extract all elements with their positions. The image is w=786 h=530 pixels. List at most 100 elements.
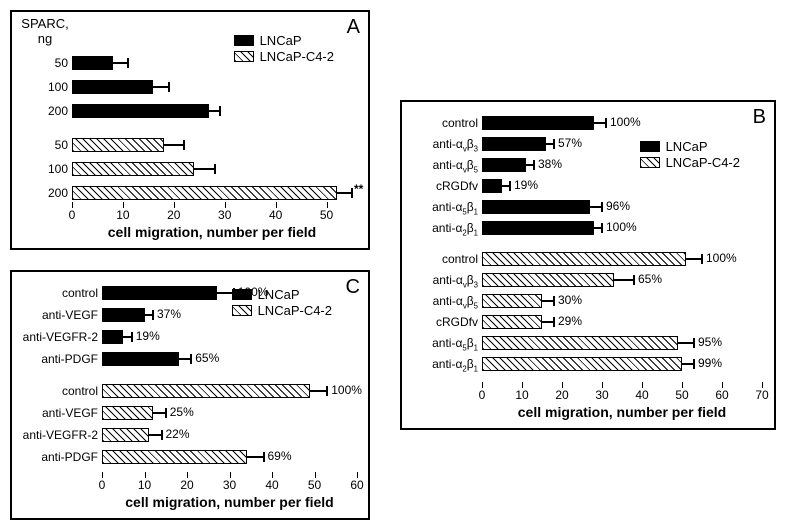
bar-value-label: 19% xyxy=(514,178,538,192)
error-cap xyxy=(601,202,603,212)
error-cap xyxy=(219,106,221,116)
bar-ylabel: anti-VEGFR-2 xyxy=(23,330,98,344)
error-bar xyxy=(310,390,327,392)
bar-row: anti-VEGF37% xyxy=(102,306,357,326)
panel-c-xlabel: cell migration, number per field xyxy=(102,494,357,510)
axis-tick-label: 20 xyxy=(555,388,568,402)
error-cap xyxy=(553,296,555,306)
axis-tick-label: 20 xyxy=(180,478,193,492)
error-cap xyxy=(233,288,235,298)
bar-value-label: 100% xyxy=(610,115,641,129)
error-cap xyxy=(553,317,555,327)
bar xyxy=(482,273,614,287)
bar-ylabel: anti-VEGF xyxy=(42,406,98,420)
axis-tick-label: 20 xyxy=(167,208,180,222)
bar xyxy=(102,428,149,442)
error-cap xyxy=(693,338,695,348)
bar-ylabel: anti-α2β1 xyxy=(432,221,478,237)
bar-row: 50 xyxy=(72,136,352,158)
bar-value-label: 100% xyxy=(606,220,637,234)
bar xyxy=(72,138,164,152)
bar-value-label: 100% xyxy=(238,285,269,299)
error-bar xyxy=(113,62,128,64)
bar xyxy=(482,158,526,172)
legend-swatch-solid xyxy=(234,35,254,46)
bar-row: 100 xyxy=(72,160,352,182)
bar-row: cRGDfv29% xyxy=(482,313,762,332)
bar xyxy=(102,330,123,344)
bar-value-label: 65% xyxy=(638,272,662,286)
bar-value-label: 100% xyxy=(331,383,362,397)
bar-ylabel: anti-αvβ5 xyxy=(433,158,478,174)
axis-tick-label: 40 xyxy=(269,208,282,222)
bar-row: control100% xyxy=(102,284,357,304)
error-cap xyxy=(633,275,635,285)
axis-tick-label: 70 xyxy=(755,388,768,402)
error-cap xyxy=(509,181,511,191)
axis-tick-label: 40 xyxy=(265,478,278,492)
bar-ylabel: anti-PDGF xyxy=(41,450,98,464)
bar xyxy=(72,186,337,200)
bar xyxy=(482,294,542,308)
bar-value-label: 57% xyxy=(558,136,582,150)
error-bar xyxy=(194,168,214,170)
error-bar xyxy=(164,144,184,146)
panel-b-xlabel: cell migration, number per field xyxy=(482,404,762,420)
bar-value-label: 99% xyxy=(698,356,722,370)
axis-tick-label: 10 xyxy=(138,478,151,492)
error-cap xyxy=(214,164,216,174)
bar-value-label: 19% xyxy=(136,329,160,343)
bar xyxy=(482,137,546,151)
bar-value-label: 96% xyxy=(606,199,630,213)
error-cap xyxy=(127,58,129,68)
bar xyxy=(102,352,179,366)
bar-ylabel: 100 xyxy=(48,80,68,94)
bar-ylabel: 50 xyxy=(55,56,68,70)
bar xyxy=(102,308,145,322)
panel-a-plot: 5010020050100200** xyxy=(72,52,352,202)
bar xyxy=(72,104,209,118)
bar xyxy=(72,56,113,70)
bar-ylabel: 100 xyxy=(48,162,68,176)
error-cap xyxy=(601,223,603,233)
error-cap xyxy=(605,118,607,128)
bar-ylabel: anti-α2β1 xyxy=(432,357,478,373)
error-bar xyxy=(153,86,168,88)
bar-row: control100% xyxy=(482,250,762,269)
error-cap xyxy=(533,160,535,170)
bar-row: anti-αvβ357% xyxy=(482,135,762,154)
axis-tick-label: 10 xyxy=(515,388,528,402)
bar-row: anti-VEGFR-219% xyxy=(102,328,357,348)
bar-row: anti-α2β199% xyxy=(482,355,762,374)
error-cap xyxy=(190,354,192,364)
error-cap xyxy=(152,310,154,320)
bar-value-label: 30% xyxy=(558,293,582,307)
bar xyxy=(102,406,153,420)
axis-tick-label: 40 xyxy=(635,388,648,402)
axis-tick-label: 60 xyxy=(350,478,363,492)
bar-ylabel: anti-VEGF xyxy=(42,308,98,322)
bar-ylabel: anti-α5β1 xyxy=(432,336,478,352)
error-bar xyxy=(337,192,352,194)
bar-row: anti-α5β196% xyxy=(482,198,762,217)
error-cap xyxy=(263,452,265,462)
bar xyxy=(482,116,594,130)
bar-value-label: 25% xyxy=(170,405,194,419)
error-cap xyxy=(168,82,170,92)
panel-c-plot: control100%anti-VEGF37%anti-VEGFR-219% an… xyxy=(102,282,357,472)
bar-value-label: 69% xyxy=(268,449,292,463)
bar xyxy=(482,221,594,235)
bar-row: anti-VEGFR-222% xyxy=(102,426,357,446)
bar-ylabel: control xyxy=(442,116,478,130)
bar xyxy=(102,286,217,300)
bar-row: anti-αvβ530% xyxy=(482,292,762,311)
error-bar xyxy=(247,456,264,458)
error-cap xyxy=(351,188,353,198)
bar-row: anti-PDGF69% xyxy=(102,448,357,468)
bar-ylabel: anti-PDGF xyxy=(41,352,98,366)
bar-value-label: 22% xyxy=(166,427,190,441)
panel-a-ytitle: SPARC,ng xyxy=(20,16,70,46)
bar-ylabel: anti-VEGFR-2 xyxy=(23,428,98,442)
axis-tick-label: 0 xyxy=(99,478,106,492)
panel-a: A LNCaP LNCaP-C4-2 SPARC,ng 501002005010… xyxy=(10,10,370,250)
